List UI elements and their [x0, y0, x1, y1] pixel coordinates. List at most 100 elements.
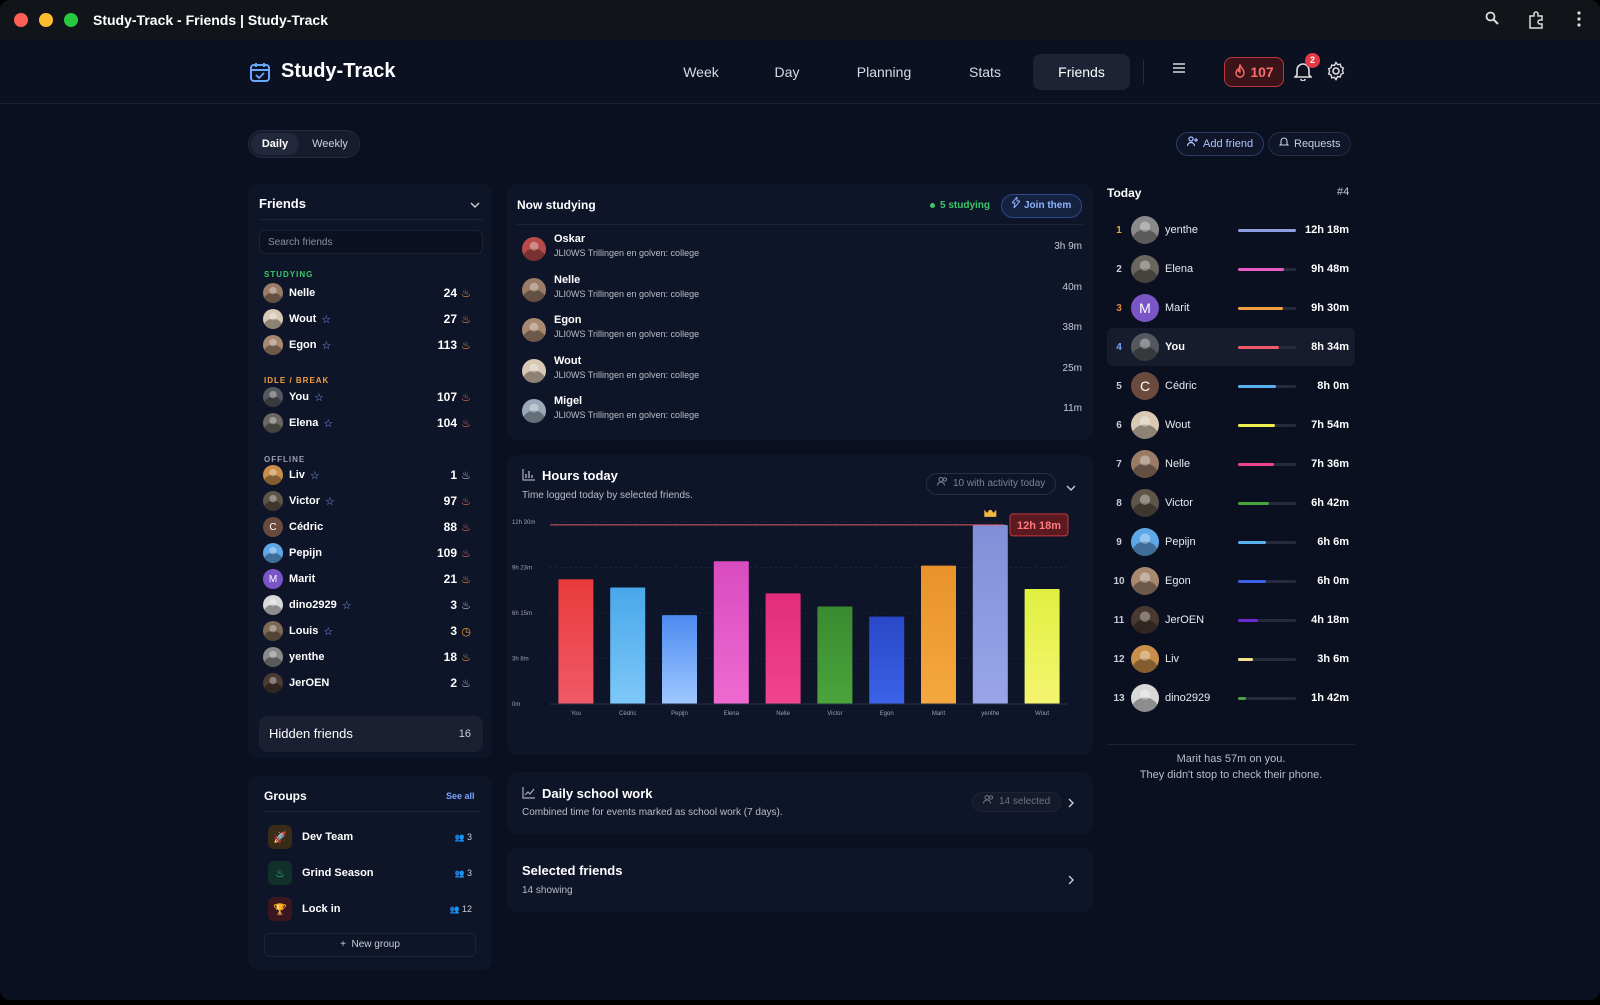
friend-row[interactable]: M Marit 21 ♨: [263, 568, 483, 590]
add-friend-button[interactable]: Add friend: [1176, 132, 1265, 156]
bar-Wout[interactable]: [1024, 588, 1060, 704]
leaderboard-row[interactable]: 3 M Marit 9h 30m: [1107, 289, 1355, 327]
close-window-button[interactable]: [14, 13, 28, 27]
bar-Victor[interactable]: [817, 606, 853, 704]
bar-Elena[interactable]: [713, 561, 749, 704]
nav-friends[interactable]: Friends: [1033, 54, 1130, 90]
friend-name: Marit: [289, 573, 316, 585]
leaderboard-row[interactable]: 2 Elena 9h 48m: [1107, 250, 1355, 288]
join-them-button[interactable]: Join them: [1001, 194, 1083, 218]
nav-week[interactable]: Week: [683, 64, 719, 80]
streak-button[interactable]: 107: [1224, 57, 1284, 87]
friend-row[interactable]: Wout ☆ 27 ♨: [263, 308, 483, 330]
group-row[interactable]: 🚀 Dev Team 👥 3: [268, 823, 476, 851]
user-plus-icon: [1186, 133, 1198, 155]
chevron-down-icon[interactable]: [1066, 481, 1076, 495]
leaderboard-row[interactable]: 6 Wout 7h 54m: [1107, 406, 1355, 444]
friend-row[interactable]: Pepijn 109 ♨: [263, 542, 483, 564]
friend-row[interactable]: yenthe 18 ♨: [263, 646, 483, 668]
avatar: [1131, 333, 1159, 361]
bar-Cédric[interactable]: [610, 587, 646, 704]
bar-You[interactable]: [558, 579, 594, 704]
leaderboard-row[interactable]: 11 JerOEN 4h 18m: [1107, 601, 1355, 639]
requests-button[interactable]: Requests: [1268, 132, 1352, 156]
maximize-window-button[interactable]: [64, 13, 78, 27]
more-icon[interactable]: [1570, 11, 1588, 29]
leaderboard-row[interactable]: 10 Egon 6h 0m: [1107, 562, 1355, 600]
friend-row[interactable]: Egon ☆ 113 ♨: [263, 334, 483, 356]
studying-row[interactable]: Nelle JLI0WS Trillingen en golven: colleg…: [522, 274, 1082, 310]
friend-row[interactable]: You ☆ 107 ♨: [263, 386, 483, 408]
leaderboard-row[interactable]: 12 Liv 3h 6m: [1107, 640, 1355, 678]
friend-row[interactable]: Louis ☆ 3 ◷: [263, 620, 483, 642]
friend-row[interactable]: JerOEN 2 ♨: [263, 672, 483, 694]
group-count: 12: [461, 904, 472, 914]
app-logo[interactable]: Study-Track: [249, 60, 395, 83]
avatar: [1131, 606, 1159, 634]
period-toggle: Daily Weekly: [248, 130, 360, 158]
leaderboard-row[interactable]: 1 yenthe 12h 18m: [1107, 211, 1355, 249]
gear-icon[interactable]: [1326, 61, 1346, 84]
studying-row[interactable]: Wout JLI0WS Trillingen en golven: college…: [522, 355, 1082, 391]
star-icon[interactable]: ☆: [324, 495, 335, 508]
star-icon[interactable]: ☆: [341, 599, 352, 612]
toggle-weekly[interactable]: Weekly: [312, 138, 348, 150]
star-icon[interactable]: ☆: [309, 469, 320, 482]
new-group-button[interactable]: + New group: [264, 933, 476, 957]
minimize-window-button[interactable]: [39, 13, 53, 27]
star-icon[interactable]: ☆: [323, 625, 334, 638]
star-icon[interactable]: ☆: [321, 339, 332, 352]
group-row[interactable]: ♨ Grind Season 👥 3: [268, 859, 476, 887]
leaderboard-row[interactable]: 4 You 8h 34m: [1107, 328, 1355, 366]
studying-row[interactable]: Egon JLI0WS Trillingen en golven: college…: [522, 314, 1082, 350]
clock-icon: ◷: [461, 625, 471, 638]
friend-row[interactable]: C Cédric 88 ♨: [263, 516, 483, 538]
nav-stats[interactable]: Stats: [969, 64, 1001, 80]
hidden-friends-button[interactable]: Hidden friends 16: [259, 716, 483, 752]
studying-row[interactable]: Oskar JLI0WS Trillingen en golven: colleg…: [522, 233, 1082, 269]
leaderboard-row[interactable]: 7 Nelle 7h 36m: [1107, 445, 1355, 483]
selected-filter[interactable]: 14 selected: [972, 792, 1062, 812]
extensions-icon[interactable]: [1527, 11, 1545, 29]
chevron-right-icon[interactable]: [1068, 874, 1075, 888]
leaderboard-row[interactable]: 5 C Cédric 8h 0m: [1107, 367, 1355, 405]
chevron-down-icon[interactable]: [470, 198, 480, 212]
leaderboard-row[interactable]: 13 dino2929 1h 42m: [1107, 679, 1355, 717]
studying-duration: 11m: [1063, 403, 1082, 414]
progress-fill: [1238, 423, 1276, 427]
studying-row[interactable]: Migel JLI0WS Trillingen en golven: colleg…: [522, 395, 1082, 431]
friend-row[interactable]: dino2929 ☆ 3 ♨: [263, 594, 483, 616]
studying-friend-name: Wout: [554, 354, 582, 367]
selected-friends-panel[interactable]: [507, 848, 1093, 912]
star-icon[interactable]: ☆: [313, 391, 324, 404]
progress-bar: [1238, 462, 1296, 466]
bar-Marit[interactable]: [921, 565, 956, 704]
leaderboard-time: 4h 18m: [1311, 614, 1349, 626]
nav-day[interactable]: Day: [774, 64, 800, 80]
x-tick-label: Pepijn: [671, 711, 688, 717]
friend-row[interactable]: Liv ☆ 1 ♨: [263, 464, 483, 486]
avatar: M: [263, 569, 283, 589]
search-icon[interactable]: [1483, 11, 1501, 29]
chevron-right-icon[interactable]: [1068, 797, 1075, 811]
bar-yenthe[interactable]: [972, 524, 1008, 704]
flame-icon: ♨: [268, 861, 292, 885]
bar-Egon[interactable]: [869, 616, 905, 704]
friend-row[interactable]: Victor ☆ 97 ♨: [263, 490, 483, 512]
search-friends-input[interactable]: Search friends: [259, 230, 483, 254]
star-icon[interactable]: ☆: [323, 417, 334, 430]
menu-icon[interactable]: [1172, 62, 1186, 77]
activity-filter[interactable]: 10 with activity today: [926, 473, 1057, 495]
bar-Nelle[interactable]: [765, 593, 801, 704]
star-icon[interactable]: ☆: [321, 313, 332, 326]
bar-Pepijn[interactable]: [662, 615, 697, 704]
nav-planning[interactable]: Planning: [856, 64, 912, 80]
leaderboard-row[interactable]: 8 Victor 6h 42m: [1107, 484, 1355, 522]
see-all-link[interactable]: See all: [446, 791, 475, 801]
friend-row[interactable]: Elena ☆ 104 ♨: [263, 412, 483, 434]
group-row[interactable]: 🏆 Lock in 👥 12: [268, 895, 476, 923]
hours-today-title: Hours today: [542, 468, 618, 483]
leaderboard-row[interactable]: 9 Pepijn 6h 6m: [1107, 523, 1355, 561]
friend-row[interactable]: Nelle 24 ♨: [263, 282, 483, 304]
toggle-daily[interactable]: Daily: [251, 133, 299, 155]
